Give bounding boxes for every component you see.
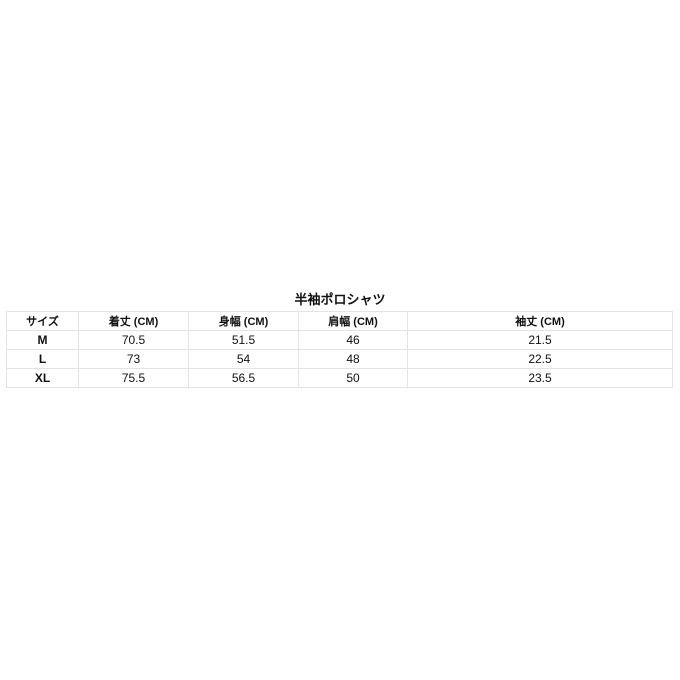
cell-sleeve-length: 21.5 <box>407 330 673 350</box>
cell-length: 70.5 <box>78 330 189 350</box>
table-row: M 70.5 51.5 46 21.5 <box>6 330 673 350</box>
cell-shoulder-width: 46 <box>298 330 408 350</box>
table-row: XL 75.5 56.5 50 23.5 <box>6 368 673 388</box>
cell-sleeve-length: 23.5 <box>407 368 673 388</box>
cell-size: XL <box>6 368 79 388</box>
table-row: L 73 54 48 22.5 <box>6 349 673 369</box>
table-title: 半袖ポロシャツ <box>294 292 386 307</box>
header-size: サイズ <box>6 311 79 331</box>
header-sleeve-length: 袖丈 (CM) <box>407 311 673 331</box>
cell-length: 73 <box>78 349 189 369</box>
cell-size: M <box>6 330 79 350</box>
header-shoulder-width: 肩幅 (CM) <box>298 311 408 331</box>
cell-size: L <box>6 349 79 369</box>
header-length: 着丈 (CM) <box>78 311 189 331</box>
cell-chest-width: 54 <box>188 349 299 369</box>
size-chart-table: サイズ 着丈 (CM) 身幅 (CM) 肩幅 (CM) 袖丈 (CM) M 70.… <box>6 311 673 388</box>
cell-shoulder-width: 50 <box>298 368 408 388</box>
cell-chest-width: 51.5 <box>188 330 299 350</box>
cell-sleeve-length: 22.5 <box>407 349 673 369</box>
header-chest-width: 身幅 (CM) <box>188 311 299 331</box>
cell-shoulder-width: 48 <box>298 349 408 369</box>
cell-length: 75.5 <box>78 368 189 388</box>
header-row: サイズ 着丈 (CM) 身幅 (CM) 肩幅 (CM) 袖丈 (CM) <box>6 311 673 331</box>
cell-chest-width: 56.5 <box>188 368 299 388</box>
